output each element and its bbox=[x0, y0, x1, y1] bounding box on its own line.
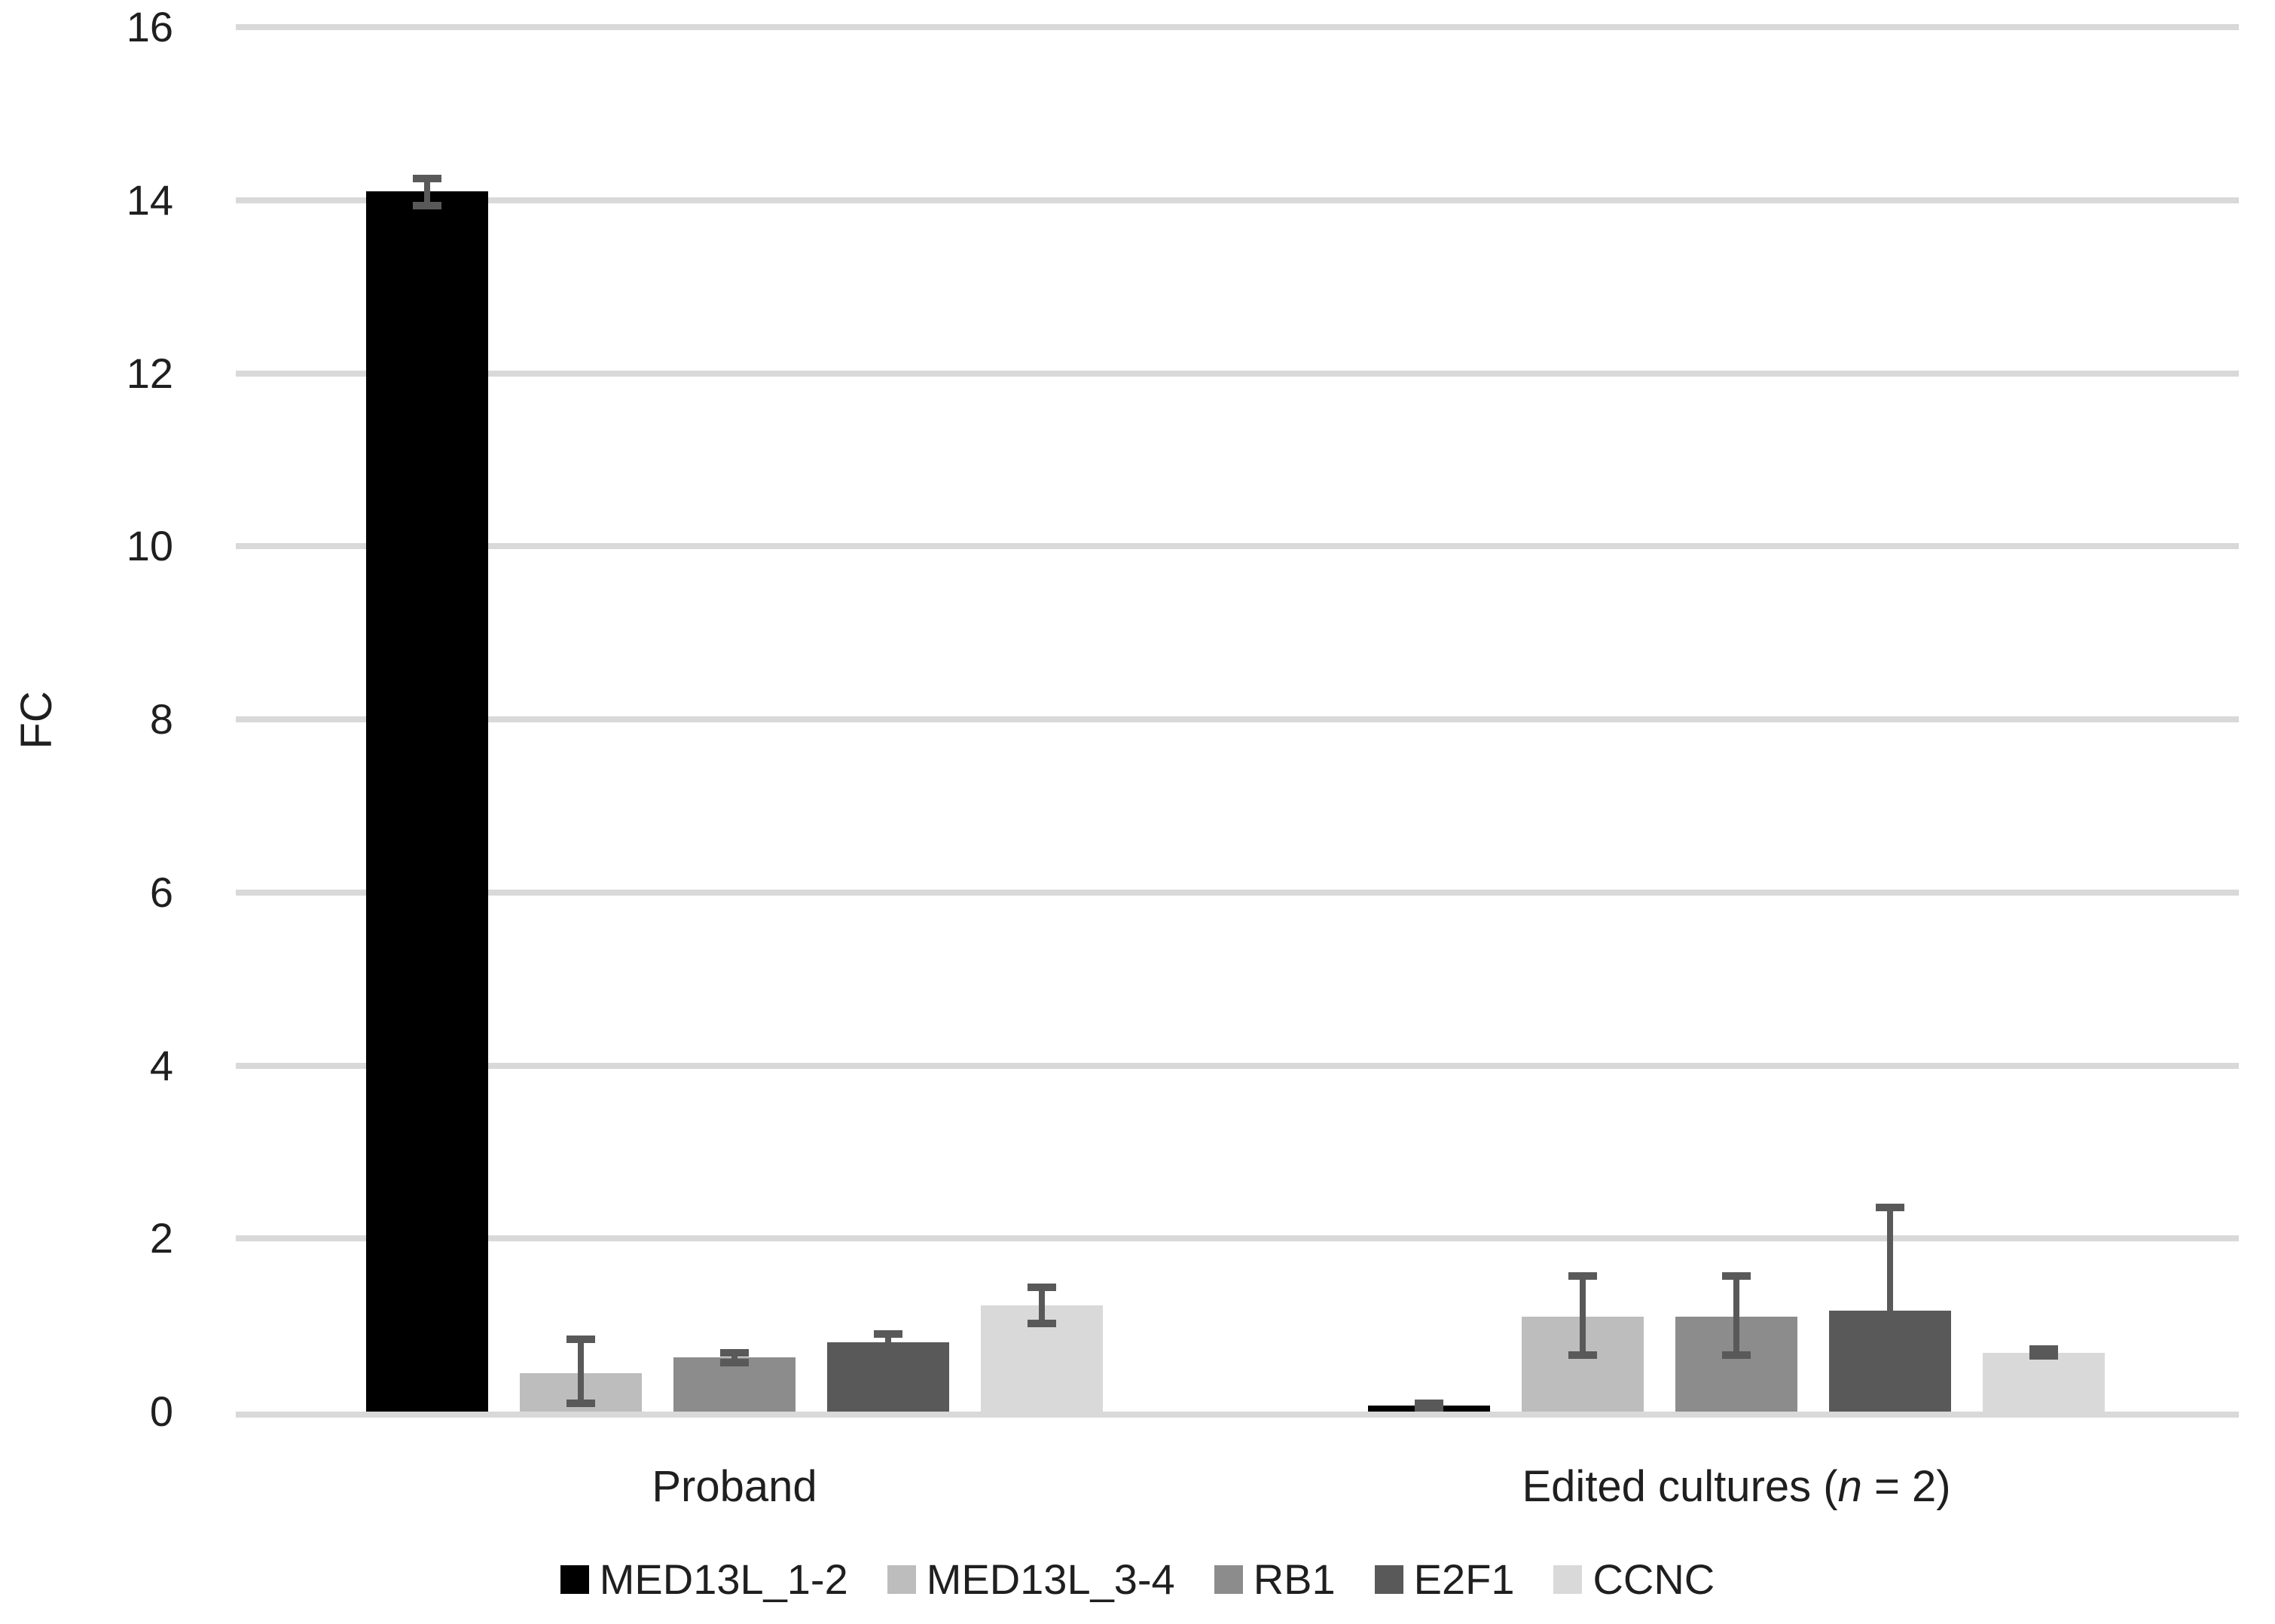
legend-item-RB1: RB1 bbox=[1214, 1556, 1336, 1603]
error-bar-cap bbox=[1876, 1321, 1904, 1329]
gridline bbox=[236, 543, 2239, 550]
error-bar-line bbox=[731, 1352, 737, 1363]
error-bar-cap bbox=[2029, 1345, 2058, 1354]
y-tick-label: 4 bbox=[149, 1041, 173, 1089]
error-bar-line bbox=[578, 1339, 584, 1403]
x-axis-line bbox=[236, 1412, 2239, 1418]
error-bar-cap bbox=[2029, 1352, 2058, 1360]
legend-label: E2F1 bbox=[1413, 1555, 1515, 1603]
error-bar-cap bbox=[1722, 1351, 1751, 1360]
gridline bbox=[236, 24, 2239, 30]
error-bar-cap bbox=[413, 175, 441, 183]
error-bar-line bbox=[1580, 1275, 1586, 1356]
y-tick-label: 12 bbox=[126, 349, 173, 397]
error-bar-line bbox=[1887, 1207, 1893, 1326]
bar-RB1-group1 bbox=[673, 1357, 795, 1412]
category-label: Proband bbox=[358, 1460, 1111, 1514]
error-bar-cap bbox=[1722, 1271, 1751, 1280]
error-bar-line bbox=[1039, 1287, 1045, 1323]
category-label-text: Edited cultures ( bbox=[1522, 1462, 1838, 1511]
error-bar-cap bbox=[1028, 1319, 1056, 1327]
bar-MED13L_1-2-group1 bbox=[366, 191, 488, 1412]
error-bar-cap bbox=[566, 1335, 595, 1343]
category-label-text: Proband bbox=[652, 1462, 817, 1511]
error-bar-cap bbox=[1415, 1404, 1443, 1412]
category-label: Edited cultures (n = 2) bbox=[1360, 1460, 2113, 1514]
error-bar-cap bbox=[874, 1346, 902, 1354]
y-tick-label: 14 bbox=[126, 176, 173, 224]
y-tick-label: 10 bbox=[126, 522, 173, 570]
error-bar-cap bbox=[874, 1329, 902, 1338]
y-tick-label: 0 bbox=[149, 1387, 173, 1435]
error-bar-cap bbox=[1876, 1203, 1904, 1211]
gridline bbox=[236, 370, 2239, 377]
gridline bbox=[236, 889, 2239, 896]
legend-swatch-icon bbox=[1374, 1565, 1403, 1594]
gridline bbox=[236, 716, 2239, 722]
error-bar-cap bbox=[720, 1348, 749, 1357]
y-tick-label: 6 bbox=[149, 868, 173, 916]
error-bar-line bbox=[1733, 1275, 1739, 1356]
category-label-text: = 2) bbox=[1861, 1462, 1951, 1511]
legend-label: CCNC bbox=[1592, 1555, 1715, 1603]
legend-label: RB1 bbox=[1253, 1555, 1336, 1603]
legend-item-MED13L_1-2: MED13L_1-2 bbox=[560, 1556, 848, 1603]
error-bar-cap bbox=[413, 201, 441, 209]
y-tick-label: 16 bbox=[126, 3, 173, 50]
y-tick-label: 8 bbox=[149, 695, 173, 743]
legend-swatch-icon bbox=[560, 1565, 589, 1594]
error-bar-line bbox=[885, 1333, 891, 1351]
error-bar-line bbox=[424, 179, 430, 206]
legend-label: MED13L_3-4 bbox=[926, 1555, 1175, 1603]
legend-item-MED13L_3-4: MED13L_3-4 bbox=[887, 1556, 1175, 1603]
gridline bbox=[236, 1062, 2239, 1069]
bar-CCNC-group2 bbox=[1983, 1352, 2105, 1412]
legend-swatch-icon bbox=[887, 1565, 916, 1594]
legend: MED13L_1-2 MED13L_3-4 RB1 E2F1 CCNC bbox=[0, 1553, 2275, 1606]
error-bar-cap bbox=[720, 1358, 749, 1366]
gridline bbox=[236, 197, 2239, 203]
error-bar-cap bbox=[1568, 1351, 1597, 1360]
legend-swatch-icon bbox=[1553, 1565, 1583, 1594]
category-label-text: n bbox=[1837, 1462, 1862, 1511]
gridline bbox=[236, 1235, 2239, 1242]
legend-swatch-icon bbox=[1214, 1565, 1243, 1594]
error-bar-cap bbox=[1415, 1399, 1443, 1407]
legend-item-E2F1: E2F1 bbox=[1374, 1555, 1515, 1603]
error-bar-cap bbox=[1568, 1271, 1597, 1280]
y-tick-label: 2 bbox=[149, 1214, 173, 1262]
error-bar-cap bbox=[1028, 1283, 1056, 1291]
legend-item-CCNC: CCNC bbox=[1553, 1556, 1715, 1603]
legend-label: MED13L_1-2 bbox=[599, 1555, 848, 1603]
error-bar-cap bbox=[566, 1399, 595, 1407]
